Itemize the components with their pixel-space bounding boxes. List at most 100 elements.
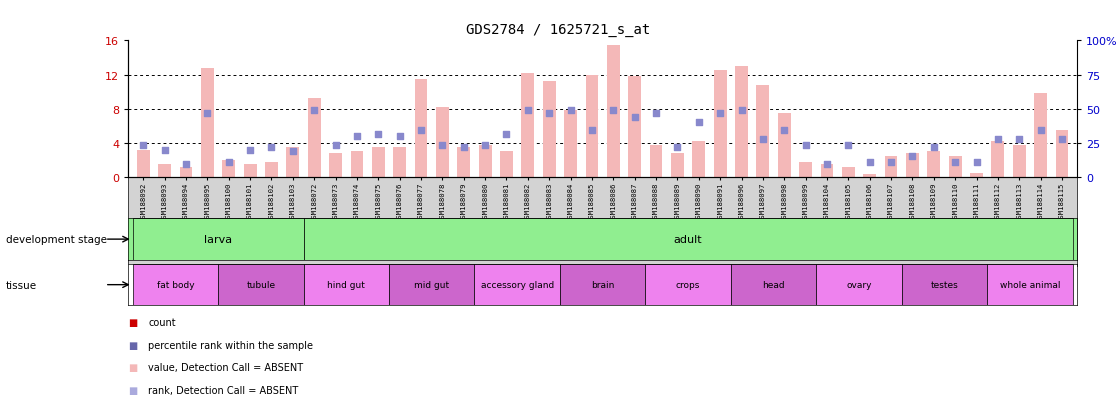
Text: ■: ■ — [128, 385, 137, 395]
Bar — [560, 264, 645, 306]
Bar — [137, 150, 150, 178]
Point — [283, 149, 301, 155]
Point — [882, 159, 899, 166]
Bar — [542, 82, 556, 178]
Point — [818, 161, 836, 168]
Bar — [628, 77, 641, 178]
Bar — [308, 99, 320, 178]
Text: value, Detection Call = ABSENT: value, Detection Call = ABSENT — [148, 363, 304, 373]
Bar — [692, 142, 705, 178]
Point — [797, 142, 815, 149]
Text: ■: ■ — [128, 363, 137, 373]
Bar — [864, 174, 876, 178]
Point — [455, 145, 473, 151]
Point — [1031, 128, 1049, 134]
Point — [540, 110, 558, 117]
Bar — [671, 154, 684, 178]
Text: development stage: development stage — [6, 235, 107, 244]
Point — [1010, 136, 1028, 142]
Text: tubule: tubule — [247, 280, 276, 290]
Bar — [757, 85, 769, 178]
Bar — [645, 264, 731, 306]
Text: tissue: tissue — [6, 280, 37, 290]
Bar — [133, 219, 304, 260]
Bar — [820, 165, 834, 178]
Point — [690, 119, 708, 126]
Bar — [841, 167, 855, 178]
Point — [668, 145, 686, 151]
Point — [156, 147, 174, 154]
Bar — [778, 114, 790, 178]
Text: count: count — [148, 317, 176, 327]
Text: ovary: ovary — [846, 280, 872, 290]
Point — [306, 108, 324, 114]
Bar — [735, 67, 748, 178]
Bar — [304, 264, 389, 306]
Point — [626, 115, 644, 121]
Point — [860, 159, 878, 166]
Text: brain: brain — [591, 280, 614, 290]
Point — [989, 136, 1007, 142]
Bar — [816, 264, 902, 306]
Point — [220, 159, 238, 166]
Point — [732, 108, 750, 114]
Bar — [500, 152, 513, 178]
Point — [711, 110, 729, 117]
Bar — [389, 264, 474, 306]
Text: percentile rank within the sample: percentile rank within the sample — [148, 340, 314, 350]
Point — [498, 132, 516, 138]
Point — [561, 108, 579, 114]
Bar — [133, 264, 218, 306]
Text: ■: ■ — [128, 317, 137, 327]
Text: crops: crops — [676, 280, 700, 290]
Bar — [436, 108, 449, 178]
Point — [199, 110, 217, 117]
Point — [1054, 136, 1071, 142]
Bar — [991, 142, 1004, 178]
Point — [433, 142, 451, 149]
Text: hind gut: hind gut — [327, 280, 365, 290]
Point — [327, 142, 345, 149]
Point — [348, 133, 366, 140]
Point — [369, 132, 387, 138]
Bar — [479, 145, 491, 178]
Text: rank, Detection Call = ABSENT: rank, Detection Call = ABSENT — [148, 385, 299, 395]
Text: GDS2784 / 1625721_s_at: GDS2784 / 1625721_s_at — [465, 23, 651, 37]
Text: adult: adult — [674, 235, 702, 244]
Bar — [714, 71, 727, 178]
Point — [839, 142, 857, 149]
Bar — [458, 148, 470, 178]
Bar — [521, 74, 535, 178]
Bar — [586, 75, 598, 178]
Text: larva: larva — [204, 235, 232, 244]
Bar — [902, 264, 988, 306]
Bar — [158, 165, 171, 178]
Text: mid gut: mid gut — [414, 280, 450, 290]
Point — [754, 136, 772, 142]
Bar — [287, 148, 299, 178]
Bar — [372, 148, 385, 178]
Point — [519, 108, 537, 114]
Text: testes: testes — [931, 280, 959, 290]
Bar — [885, 156, 897, 178]
Text: whole animal: whole animal — [1000, 280, 1060, 290]
Point — [925, 145, 943, 151]
Bar — [474, 264, 560, 306]
Bar — [906, 154, 918, 178]
Point — [904, 153, 922, 159]
Bar — [1013, 145, 1026, 178]
Bar — [1035, 94, 1047, 178]
Text: head: head — [762, 280, 785, 290]
Bar — [731, 264, 816, 306]
Point — [583, 128, 600, 134]
Bar — [949, 156, 962, 178]
Bar — [243, 165, 257, 178]
Bar — [393, 148, 406, 178]
Text: ■: ■ — [128, 340, 137, 350]
Point — [134, 142, 152, 149]
Point — [946, 159, 964, 166]
Bar — [329, 154, 341, 178]
Bar — [650, 145, 663, 178]
Point — [776, 128, 793, 134]
Point — [412, 128, 430, 134]
